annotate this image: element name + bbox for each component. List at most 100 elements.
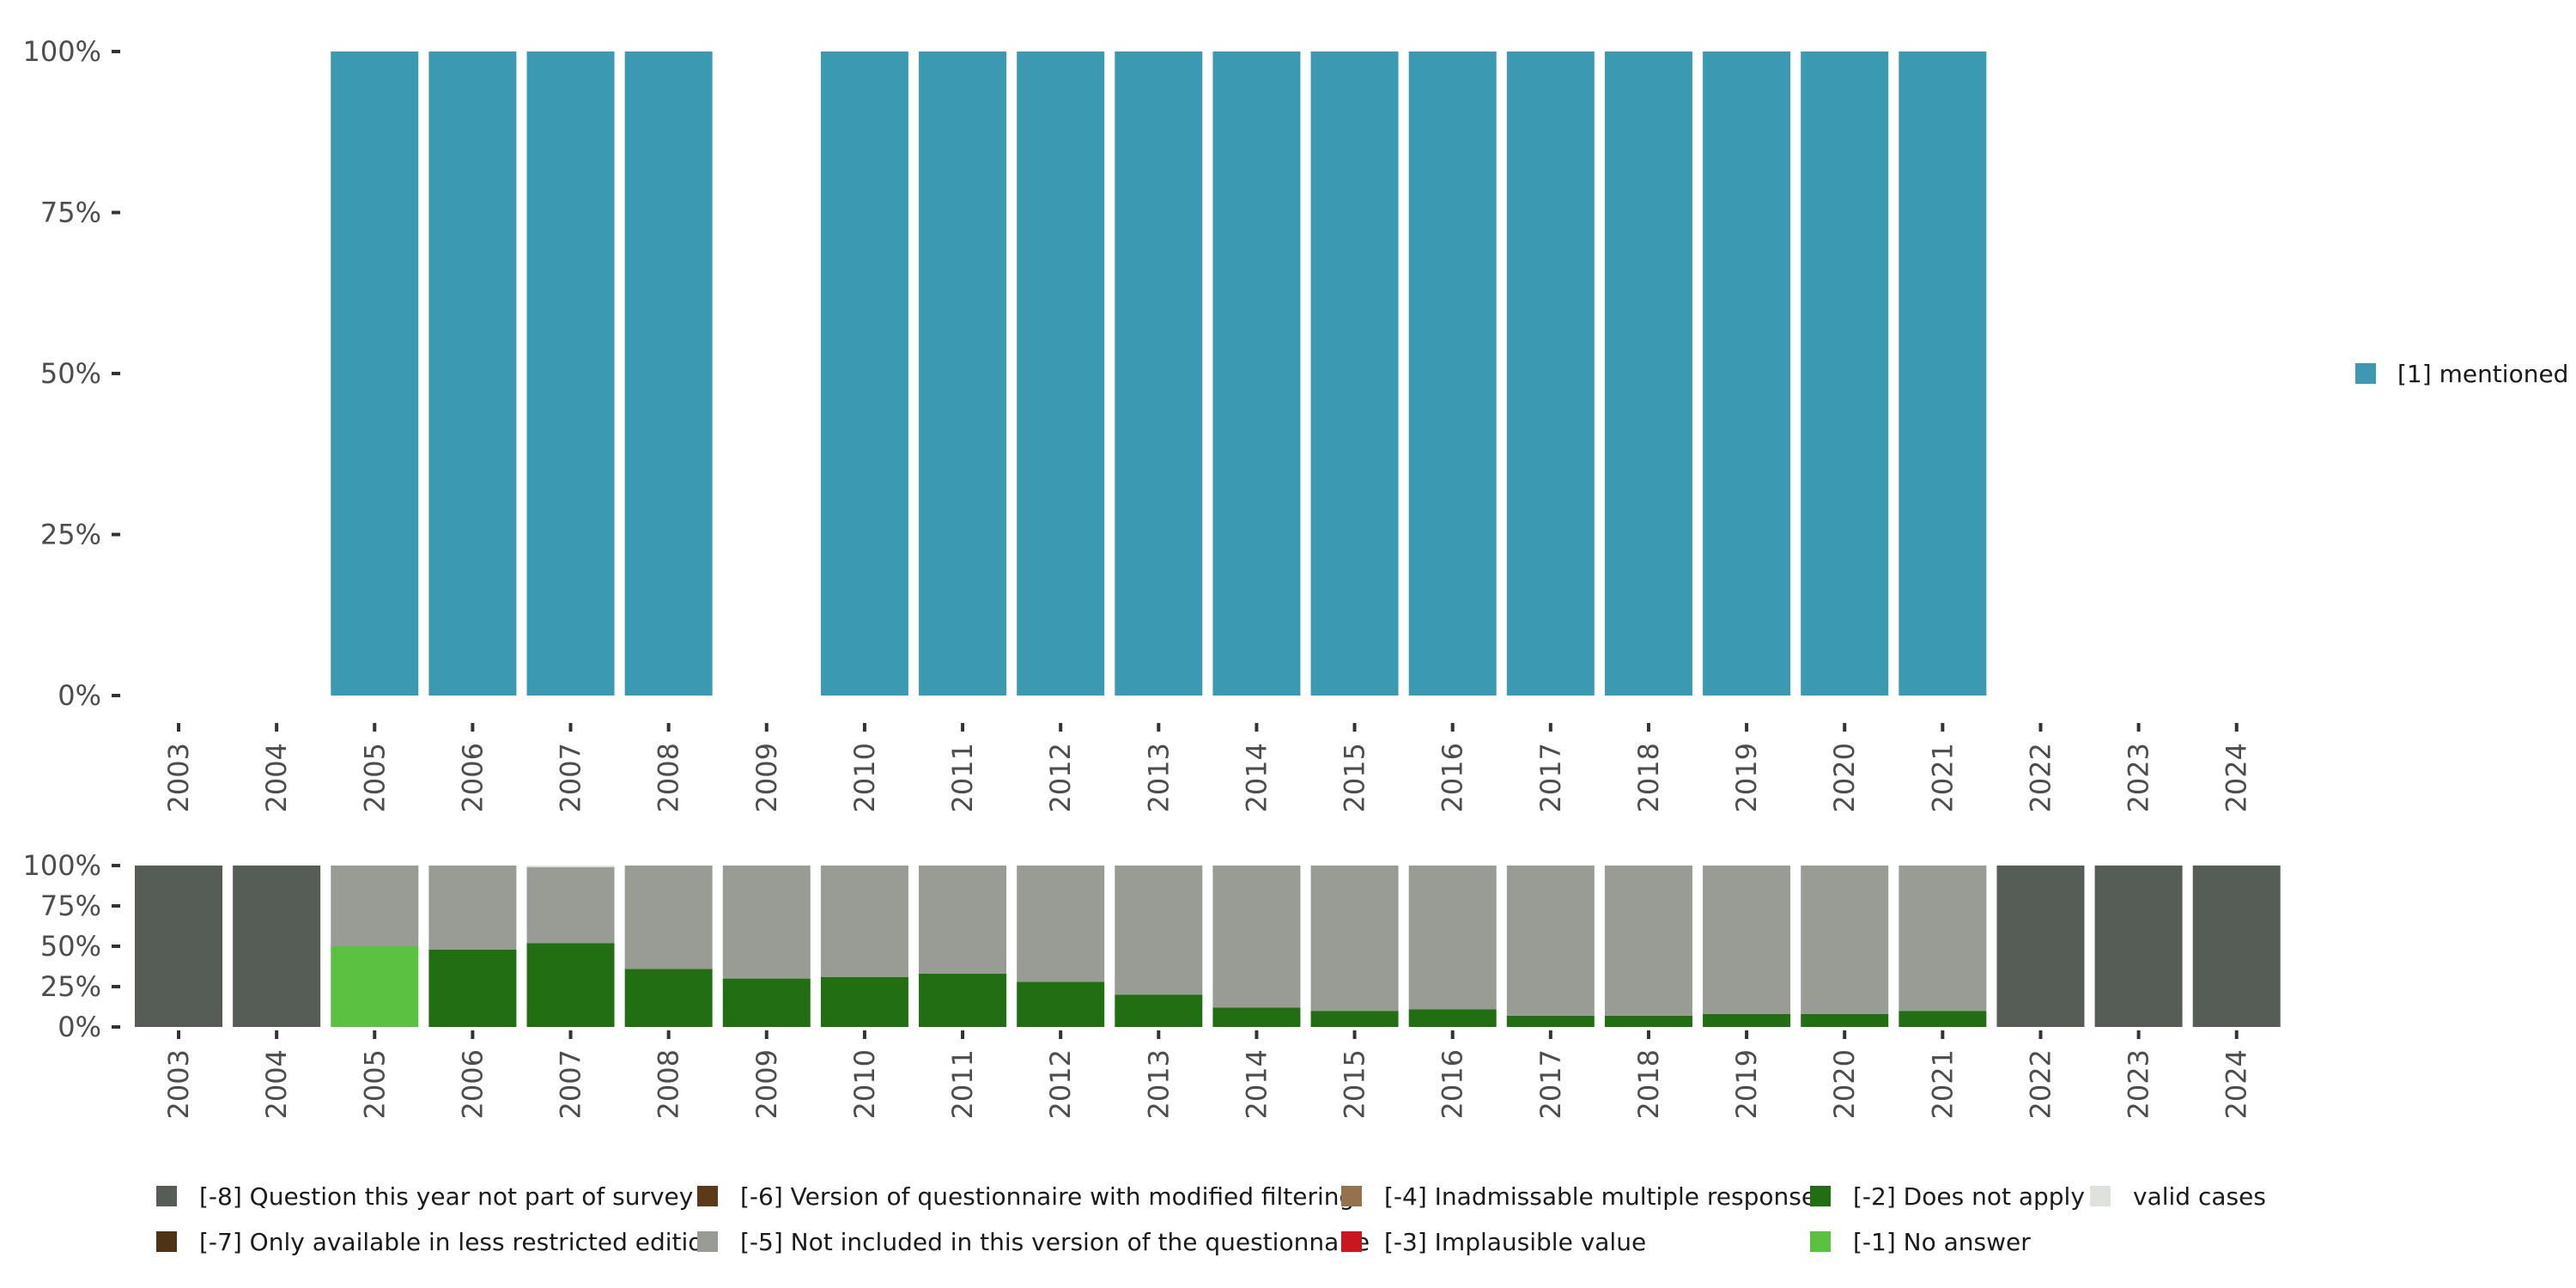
main-x-tick-label: 2015 bbox=[1339, 743, 1371, 812]
missing-x-tick-label: 2016 bbox=[1437, 1049, 1469, 1119]
main-x-tick-label: 2020 bbox=[1828, 743, 1861, 812]
missing-bar-segment bbox=[1899, 1011, 1987, 1027]
missing-bar-segment bbox=[1703, 866, 1791, 1014]
missing-bar-segment bbox=[820, 976, 908, 1027]
missing-x-tick-label: 2024 bbox=[2221, 1049, 2253, 1119]
missing-x-tick-label: 2009 bbox=[750, 1049, 783, 1119]
missing-y-tick-label: 0% bbox=[58, 1011, 101, 1043]
main-bar bbox=[1017, 52, 1105, 696]
missing-bar-segment bbox=[1115, 866, 1203, 995]
main-y-tick-label: 25% bbox=[40, 519, 101, 551]
missing-bar-segment bbox=[331, 866, 419, 946]
missing-bar-segment bbox=[1899, 866, 1987, 1012]
missing-legend-swatch bbox=[1341, 1231, 1362, 1252]
main-x-tick-label: 2004 bbox=[260, 743, 293, 812]
main-x-tick-label: 2016 bbox=[1437, 743, 1469, 812]
main-x-tick-label: 2003 bbox=[162, 743, 195, 812]
main-x-tick-label: 2024 bbox=[2221, 743, 2253, 812]
missing-bar-segment bbox=[1408, 1009, 1497, 1027]
main-x-tick-label: 2006 bbox=[456, 743, 489, 812]
missing-legend-label: [-7] Only available in less restricted e… bbox=[199, 1228, 718, 1256]
missing-bar-segment bbox=[526, 943, 615, 1027]
missing-legend-swatch bbox=[1810, 1186, 1831, 1206]
main-bar bbox=[919, 52, 1007, 696]
main-y-tick-label: 75% bbox=[40, 197, 101, 229]
main-x-tick-label: 2021 bbox=[1926, 743, 1959, 812]
missing-legend-swatch bbox=[1810, 1231, 1831, 1252]
main-bar bbox=[1899, 52, 1987, 696]
missing-bar-segment bbox=[135, 866, 222, 1027]
main-bar bbox=[1801, 52, 1889, 696]
missing-bar-segment bbox=[331, 946, 419, 1027]
missing-bar-segment bbox=[820, 866, 908, 977]
missing-bar-segment bbox=[1506, 1015, 1595, 1027]
main-x-tick-label: 2018 bbox=[1632, 743, 1665, 812]
main-x-tick-label: 2019 bbox=[1730, 743, 1763, 812]
missing-bar-segment bbox=[2094, 866, 2183, 1027]
missing-y-tick-label: 75% bbox=[40, 890, 101, 922]
missing-bar-segment bbox=[1310, 1011, 1399, 1027]
main-x-tick-label: 2010 bbox=[848, 743, 881, 812]
main-x-tick-label: 2008 bbox=[653, 743, 685, 812]
missing-legend-swatch bbox=[2090, 1186, 2111, 1206]
main-x-tick-label: 2012 bbox=[1044, 743, 1077, 812]
missing-bar-segment bbox=[919, 973, 1007, 1027]
main-y-tick-label: 0% bbox=[58, 679, 101, 712]
main-bar bbox=[624, 52, 713, 696]
main-x-tick-label: 2005 bbox=[358, 743, 391, 812]
missing-legend-label: [-4] Inadmissable multiple response bbox=[1384, 1182, 1816, 1211]
missing-bar-segment bbox=[1212, 1007, 1301, 1027]
missing-bar-segment bbox=[233, 866, 321, 1027]
main-bar bbox=[526, 52, 615, 696]
main-x-tick-label: 2014 bbox=[1240, 743, 1273, 812]
missing-bar-segment bbox=[1506, 866, 1595, 1016]
missing-legend-swatch bbox=[697, 1231, 718, 1252]
missing-legend: [-8] Question this year not part of surv… bbox=[156, 1182, 2266, 1256]
missing-bar-segment bbox=[1801, 1013, 1889, 1027]
missing-bar-segment bbox=[722, 978, 811, 1027]
missing-bar-segment bbox=[1604, 1015, 1692, 1027]
missing-bar-segment bbox=[2192, 866, 2281, 1027]
missing-x-tick-label: 2013 bbox=[1142, 1049, 1175, 1119]
missing-legend-label: valid cases bbox=[2133, 1182, 2266, 1211]
missing-x-tick-label: 2020 bbox=[1828, 1049, 1861, 1119]
missing-bar-segment bbox=[919, 866, 1007, 974]
main-bar bbox=[1604, 52, 1692, 696]
main-bar bbox=[428, 52, 517, 696]
missing-bar-segment bbox=[428, 866, 517, 950]
missing-x-tick-label: 2011 bbox=[946, 1049, 979, 1119]
missing-x-tick-label: 2007 bbox=[555, 1049, 587, 1119]
main-bar bbox=[1506, 52, 1595, 696]
missing-x-tick-label: 2017 bbox=[1534, 1049, 1567, 1119]
main-chart: 0% 25% 50% 75% 100% 2003 2004 2005 2006 2007 2008 2… bbox=[23, 35, 2253, 812]
main-bar bbox=[1408, 52, 1497, 696]
missing-chart: 0% 25% 50% 75% 100% 2003 2004 2005 2006 2007 2008 2… bbox=[23, 849, 2281, 1119]
missing-x-tick-label: 2010 bbox=[848, 1049, 881, 1119]
missing-x-tick-label: 2004 bbox=[260, 1049, 293, 1119]
missing-x-tick-label: 2015 bbox=[1339, 1049, 1371, 1119]
missing-legend-label: [-3] Implausible value bbox=[1384, 1228, 1646, 1256]
missing-legend-swatch bbox=[156, 1186, 177, 1206]
main-bar bbox=[1115, 52, 1203, 696]
missing-y-tick-label: 25% bbox=[40, 970, 101, 1003]
missing-x-tick-label: 2021 bbox=[1926, 1049, 1959, 1119]
missing-x-tick-label: 2014 bbox=[1240, 1049, 1273, 1119]
main-x-tick-label: 2007 bbox=[555, 743, 587, 812]
missing-x-tick-label: 2018 bbox=[1632, 1049, 1665, 1119]
main-x-tick-label: 2009 bbox=[750, 743, 783, 812]
missing-bar-segment bbox=[1017, 981, 1105, 1027]
missing-legend-label: [-6] Version of questionnaire with modif… bbox=[740, 1182, 1354, 1211]
missing-bar-segment bbox=[526, 866, 615, 867]
main-x-tick-label: 2017 bbox=[1534, 743, 1567, 812]
main-bar bbox=[1310, 52, 1399, 696]
missing-bar-segment bbox=[428, 949, 517, 1027]
missing-bar-segment bbox=[624, 969, 713, 1027]
missing-legend-label: [-5] Not included in this version of the… bbox=[740, 1228, 1370, 1256]
missing-bar-segment bbox=[1115, 994, 1203, 1027]
main-x-tick-label: 2022 bbox=[2024, 743, 2057, 812]
missing-bar-segment bbox=[1310, 866, 1399, 1012]
main-legend-label: [1] mentioned bbox=[2397, 360, 2568, 388]
main-x-tick-label: 2011 bbox=[946, 743, 979, 812]
missing-x-tick-label: 2012 bbox=[1044, 1049, 1077, 1119]
